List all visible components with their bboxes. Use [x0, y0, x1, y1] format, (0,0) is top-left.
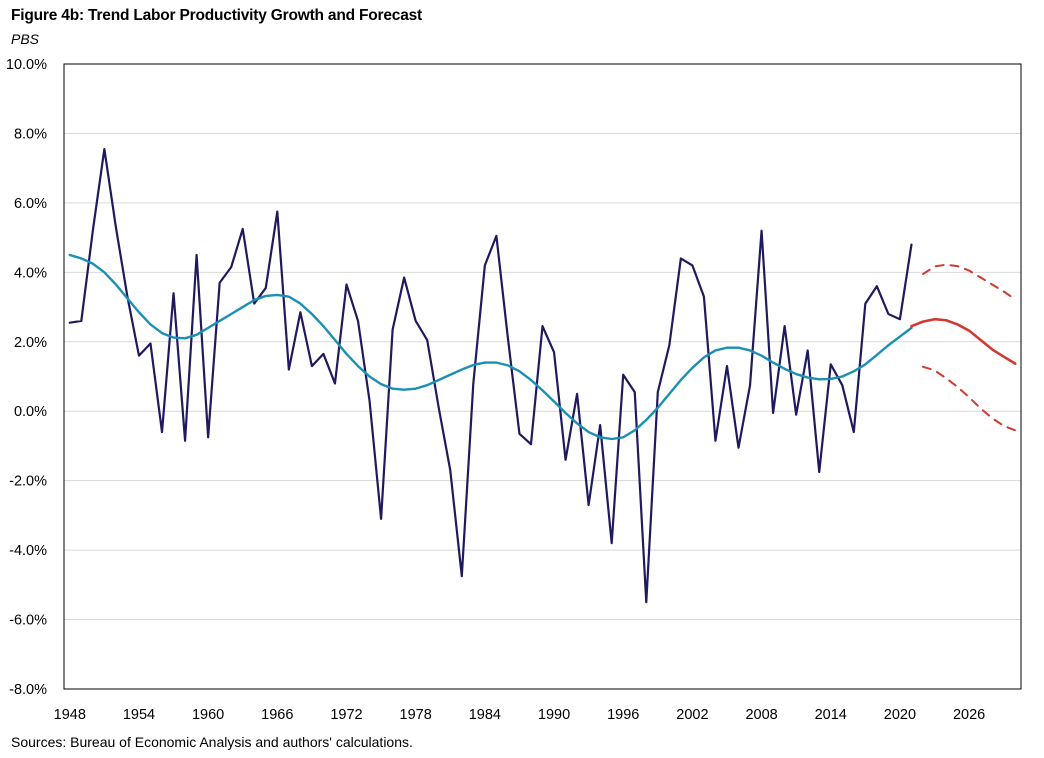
source-note: Sources: Bureau of Economic Analysis and…	[11, 734, 413, 750]
series-lines	[68, 147, 1017, 604]
x-tick-label: 1984	[469, 707, 501, 723]
x-tick-label: 1954	[123, 707, 155, 723]
forecast-upper-band-line	[921, 263, 1017, 301]
y-tick-label: 0.0%	[14, 404, 47, 420]
x-tick-label: 2002	[676, 707, 708, 723]
plot-border	[63, 63, 1022, 690]
y-tick-label: 2.0%	[14, 335, 47, 351]
y-tick-label: 6.0%	[14, 196, 47, 212]
x-tick-label: 1996	[607, 707, 639, 723]
trend-line	[68, 253, 913, 441]
y-tick-label: 10.0%	[6, 57, 47, 73]
forecast-lower-band-line	[921, 365, 1017, 432]
x-tick-label: 1990	[538, 707, 570, 723]
gridlines	[64, 63, 1021, 690]
forecast-line	[910, 317, 1017, 365]
chart-subtitle: PBS	[11, 31, 40, 47]
x-axis-ticks: 1948 1954 1960 1966 1972 1978 1984 1990 1996 2002…	[54, 707, 986, 723]
y-tick-label: -6.0%	[9, 613, 47, 629]
x-tick-label: 2026	[953, 707, 985, 723]
x-tick-label: 1948	[54, 707, 86, 723]
actual-growth-line	[68, 147, 913, 604]
x-tick-label: 1978	[400, 707, 432, 723]
x-tick-label: 2020	[884, 707, 916, 723]
y-tick-label: -4.0%	[9, 543, 47, 559]
y-tick-label: 4.0%	[14, 265, 47, 281]
y-tick-label: 8.0%	[14, 126, 47, 142]
y-tick-label: -2.0%	[9, 474, 47, 490]
x-tick-label: 2014	[815, 707, 847, 723]
x-tick-label: 1972	[330, 707, 362, 723]
x-tick-label: 1966	[261, 707, 293, 723]
y-tick-label: -8.0%	[9, 682, 47, 698]
x-tick-label: 1960	[192, 707, 224, 723]
y-axis-ticks: -8.0% -6.0% -4.0% -2.0% 0.0% 2.0% 4.0% 6.0% 8.0%…	[6, 57, 47, 698]
x-tick-label: 2008	[745, 707, 777, 723]
chart-title: Figure 4b: Trend Labor Productivity Grow…	[11, 7, 422, 24]
